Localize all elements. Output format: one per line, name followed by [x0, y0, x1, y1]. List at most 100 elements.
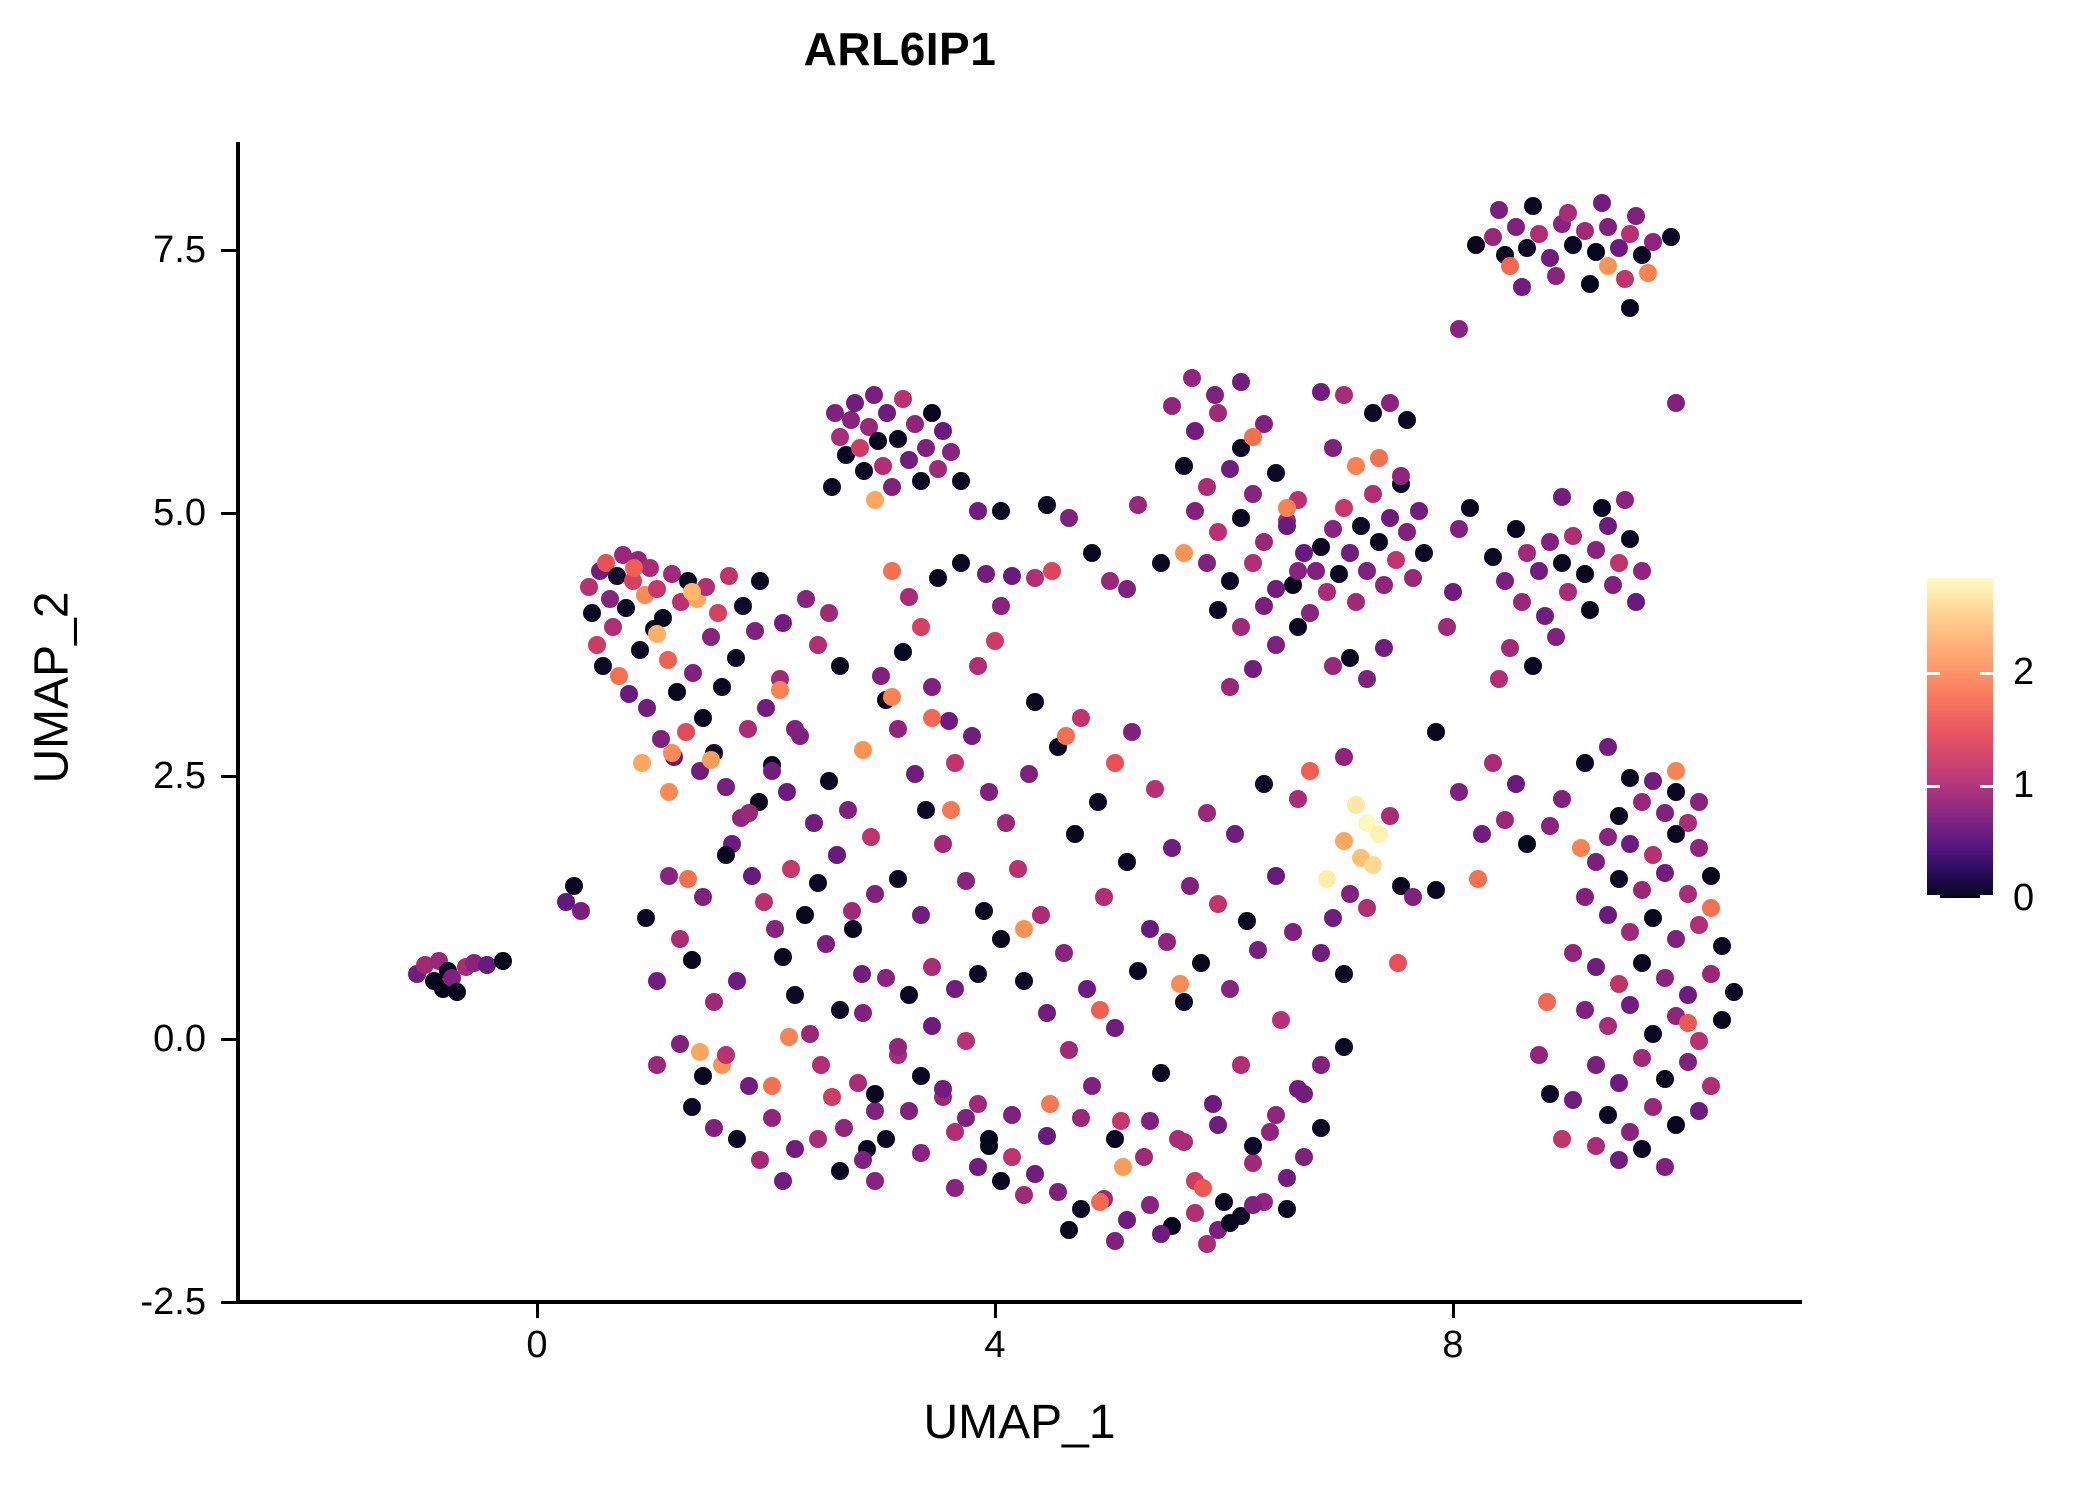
scatter-point — [1054, 943, 1073, 962]
scatter-point — [1346, 593, 1365, 612]
scatter-point — [928, 569, 947, 588]
scatter-point — [1255, 775, 1274, 794]
scatter-point — [900, 985, 919, 1004]
scatter-point — [1461, 498, 1480, 517]
scatter-point — [694, 709, 713, 728]
scatter-point — [671, 930, 690, 949]
scatter-point — [831, 428, 850, 447]
scatter-point — [997, 814, 1016, 833]
scatter-point — [1266, 866, 1285, 885]
scatter-point — [1466, 235, 1485, 254]
scatter-point — [1632, 246, 1651, 265]
scatter-point — [923, 958, 942, 977]
scatter-point — [659, 782, 678, 801]
scatter-point — [1518, 835, 1537, 854]
scatter-point — [1335, 748, 1354, 767]
scatter-point — [834, 1119, 853, 1138]
scatter-point — [651, 730, 670, 749]
scatter-point — [1610, 975, 1629, 994]
scatter-point — [1323, 656, 1342, 675]
scatter-point — [864, 386, 883, 405]
scatter-point — [1598, 1105, 1617, 1124]
scatter-point — [1667, 824, 1686, 843]
y-tick-label: 2.5 — [153, 755, 206, 797]
scatter-point — [751, 1150, 770, 1169]
scatter-point — [1043, 561, 1062, 580]
scatter-point — [1209, 522, 1228, 541]
scatter-point — [1277, 516, 1296, 535]
scatter-point — [1389, 954, 1408, 973]
scatter-point — [1552, 488, 1571, 507]
scatter-point — [1140, 919, 1159, 938]
scatter-point — [1398, 411, 1417, 430]
scatter-point — [766, 919, 785, 938]
scatter-point — [1598, 1017, 1617, 1036]
scatter-point — [1255, 414, 1274, 433]
scatter-point — [624, 572, 643, 591]
scatter-point — [1552, 790, 1571, 809]
scatter-point — [1484, 754, 1503, 773]
scatter-point — [1197, 803, 1216, 822]
scatter-point — [905, 764, 924, 783]
scatter-point — [1174, 993, 1193, 1012]
scatter-point — [968, 1095, 987, 1114]
scatter-point — [1220, 1214, 1239, 1233]
scatter-point — [1575, 222, 1594, 241]
scatter-point — [854, 1003, 873, 1022]
scatter-point — [1255, 596, 1274, 615]
scatter-point — [667, 682, 686, 701]
x-tick-label: 4 — [984, 1324, 1006, 1366]
scatter-point — [878, 404, 897, 423]
scatter-point — [671, 1035, 690, 1054]
scatter-point — [1415, 543, 1434, 562]
scatter-point — [1071, 709, 1090, 728]
scatter-point — [1077, 979, 1096, 998]
scatter-point — [1644, 232, 1663, 251]
scatter-point — [865, 1172, 884, 1191]
scatter-point — [637, 698, 656, 717]
scatter-point — [648, 1056, 667, 1075]
colorbar-tick-label: 1 — [2013, 763, 2035, 806]
scatter-point — [1518, 238, 1537, 257]
scatter-point — [785, 985, 804, 1004]
x-tick-mark — [536, 1303, 539, 1318]
scatter-point — [1610, 1074, 1629, 1093]
scatter-point — [1701, 964, 1720, 983]
scatter-point — [900, 1101, 919, 1120]
scatter-point — [1277, 498, 1296, 517]
scatter-point — [1346, 796, 1365, 815]
scatter-point — [1529, 1045, 1548, 1064]
x-axis-title: UMAP_1 — [923, 1396, 1116, 1449]
scatter-point — [1152, 1224, 1171, 1243]
scatter-point — [1089, 793, 1108, 812]
scatter-point — [991, 1172, 1010, 1191]
scatter-point — [1690, 1101, 1709, 1120]
scatter-point — [1552, 1129, 1571, 1148]
scatter-point — [957, 1108, 976, 1127]
scatter-point — [1152, 1063, 1171, 1082]
scatter-point — [1266, 464, 1285, 483]
scatter-point — [1020, 764, 1039, 783]
scatter-point — [808, 1129, 827, 1148]
colorbar-tick-label: 2 — [2013, 650, 2035, 693]
scatter-point — [842, 901, 861, 920]
scatter-point — [779, 1027, 798, 1046]
scatter-point — [1644, 1098, 1663, 1117]
y-tick-label: -2.5 — [140, 1281, 206, 1323]
scatter-point — [1226, 824, 1245, 843]
scatter-point — [734, 596, 753, 615]
scatter-point — [1678, 985, 1697, 1004]
scatter-point — [1243, 1154, 1262, 1173]
scatter-point — [940, 712, 959, 731]
scatter-point — [991, 596, 1010, 615]
scatter-point — [1277, 1200, 1296, 1219]
scatter-point — [1575, 1000, 1594, 1019]
scatter-point — [877, 1129, 896, 1148]
scatter-point — [648, 624, 667, 643]
scatter-point — [1237, 912, 1256, 931]
scatter-point — [1358, 561, 1377, 580]
scatter-point — [1604, 575, 1623, 594]
scatter-point — [702, 751, 721, 770]
scatter-point — [1375, 575, 1394, 594]
scatter-point — [855, 461, 874, 480]
